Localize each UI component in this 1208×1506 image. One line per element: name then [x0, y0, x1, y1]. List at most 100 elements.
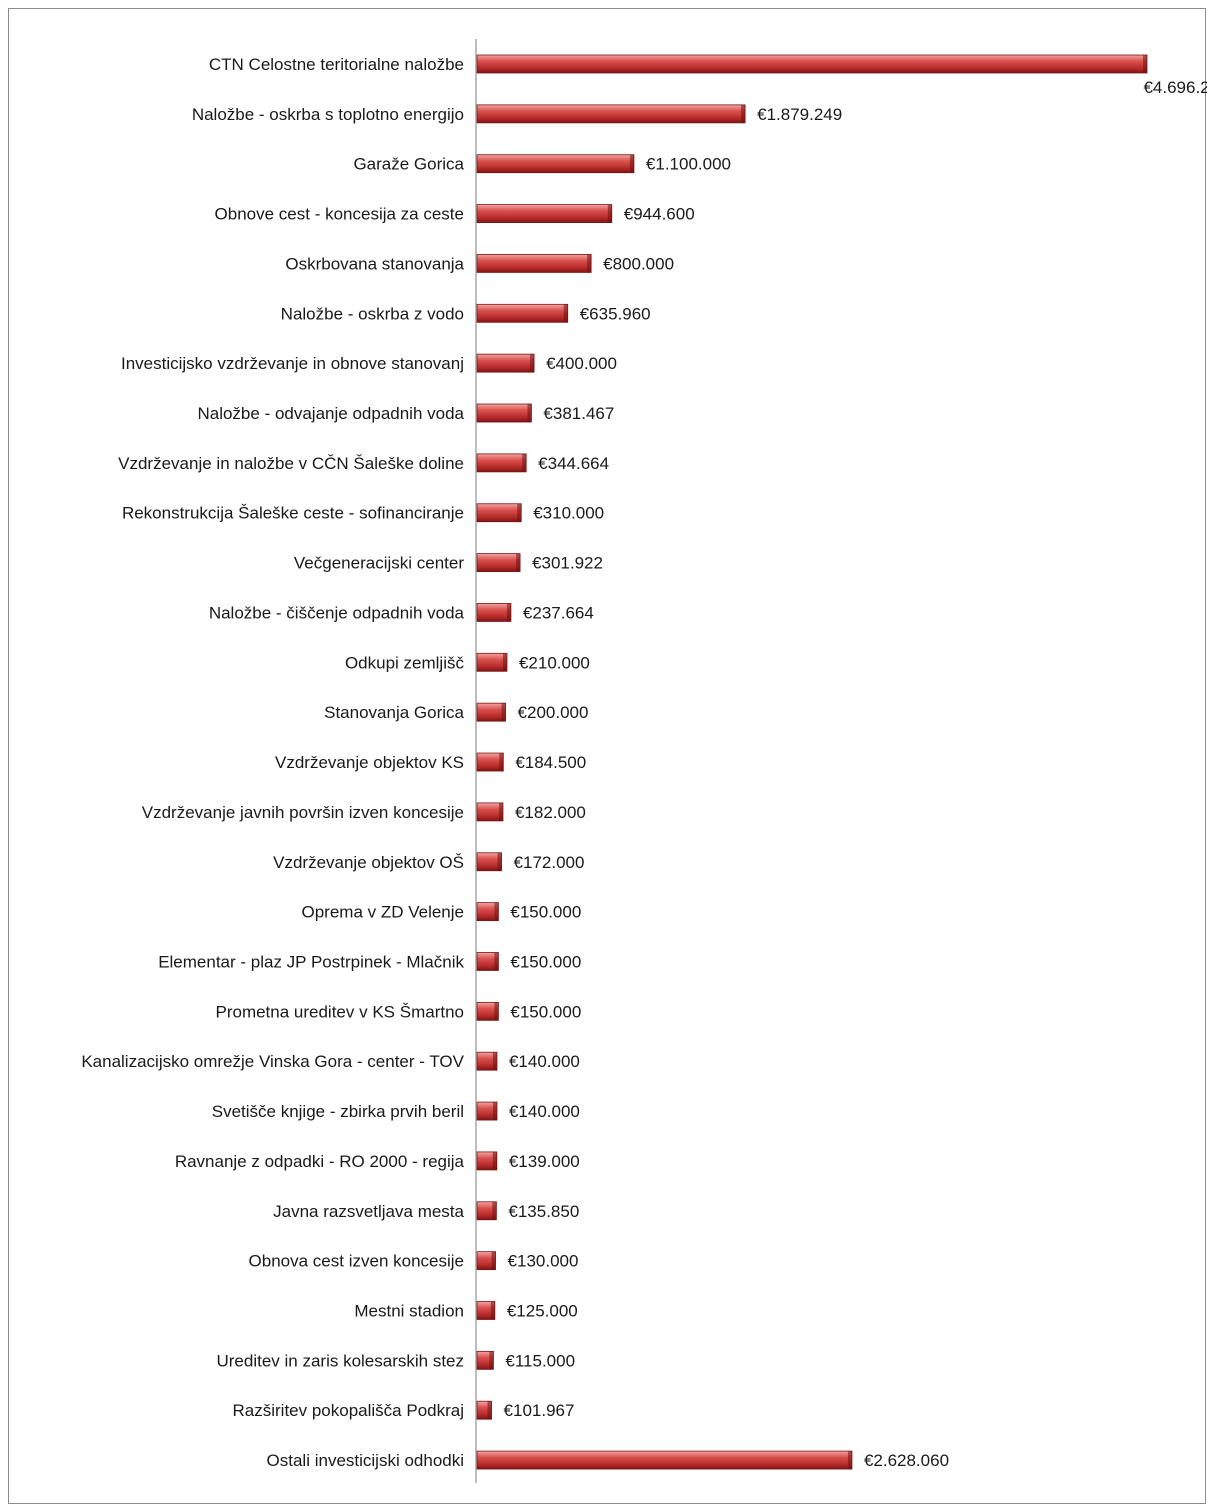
bar-edge	[517, 503, 522, 522]
chart-frame: CTN Celostne teritorialne naložbe €4.696.…	[8, 8, 1207, 1504]
category-label: Prometna ureditev v KS Šmartno	[215, 1002, 464, 1021]
value-label: €210.000	[519, 653, 590, 672]
category-label: Naložbe - čiščenje odpadnih voda	[209, 603, 465, 622]
bar-chart: CTN Celostne teritorialne naložbe €4.696.…	[81, 39, 1207, 1483]
bar-edge	[492, 1102, 497, 1121]
value-label: €135.850	[508, 1202, 579, 1221]
bar-edge	[1143, 55, 1147, 73]
bar	[476, 353, 535, 373]
value-label: €140.000	[509, 1102, 580, 1121]
category-label: Obnova cest izven koncesije	[249, 1252, 464, 1271]
bar-edge	[492, 1052, 497, 1071]
bar	[476, 303, 569, 323]
category-label: Stanovanja Gorica	[324, 703, 464, 722]
category-label: Garaže Gorica	[353, 155, 464, 174]
bar-edge	[607, 204, 612, 223]
bar-edge	[497, 852, 502, 871]
category-label: Javna razsvetljava mesta	[273, 1202, 464, 1221]
bar	[476, 1450, 853, 1470]
plot-area: CTN Celostne teritorialne naložbe €4.696.…	[81, 39, 1207, 1483]
value-label: €150.000	[510, 903, 581, 922]
bar-edge	[492, 1201, 497, 1220]
category-label: Ostali investicijski odhodki	[267, 1451, 464, 1470]
bar-edge	[489, 1351, 494, 1370]
bar	[476, 453, 527, 473]
bar	[476, 603, 512, 622]
category-label: Ravnanje z odpadki - RO 2000 - regija	[175, 1152, 465, 1171]
value-label: €400.000	[546, 354, 617, 373]
category-label: Odkupi zemljišč	[345, 653, 465, 672]
value-label: €139.000	[509, 1152, 580, 1171]
value-label: €800.000	[603, 254, 674, 273]
category-label: Vzdrževanje objektov OŠ	[273, 853, 464, 872]
value-label: €381.467	[543, 404, 614, 423]
bar-edge	[487, 1401, 492, 1420]
category-label: Razširitev pokopališča Podkraj	[233, 1401, 465, 1420]
bar-edge	[494, 1002, 499, 1021]
bar	[476, 403, 532, 423]
bar	[476, 254, 592, 273]
value-label: €301.922	[532, 554, 603, 573]
bar-edge	[498, 802, 503, 821]
bar-edge	[530, 354, 535, 373]
value-label: €344.664	[538, 454, 609, 473]
category-label: Vzdrževanje objektov KS	[275, 753, 464, 772]
value-label: €237.664	[523, 603, 594, 622]
value-label: €101.967	[504, 1401, 575, 1420]
value-label: €140.000	[509, 1052, 580, 1071]
category-label: CTN Celostne teritorialne naložbe	[209, 55, 464, 74]
value-label: €1.100.000	[646, 155, 731, 174]
bar-edge	[527, 404, 532, 423]
value-label: €4.696.203	[1143, 78, 1207, 97]
bar-edge	[522, 453, 527, 472]
category-label: Kanalizacijsko omrežje Vinska Gora - cen…	[81, 1052, 464, 1071]
bar-edge	[490, 1301, 495, 1320]
category-label: Rekonstrukcija Šaleške ceste - sofinanci…	[122, 504, 464, 523]
value-label: €125.000	[507, 1302, 578, 1321]
category-label: Vzdrževanje in naložbe v CČN Šaleške dol…	[118, 454, 464, 473]
category-label: Svetišče knjige - zbirka prvih beril	[212, 1102, 464, 1121]
bar-edge	[501, 703, 506, 722]
value-label: €944.600	[624, 205, 695, 224]
bar	[476, 503, 522, 523]
bar-edge	[506, 603, 511, 622]
value-label: €635.960	[580, 304, 651, 323]
category-label: Investicijsko vzdrževanje in obnove stan…	[121, 354, 464, 373]
category-label: Vzdrževanje javnih površin izven koncesi…	[142, 803, 464, 822]
bar-edge	[563, 304, 568, 323]
bar-edge	[499, 753, 504, 772]
category-label: Naložbe - oskrba s toplotno energijo	[192, 105, 464, 124]
category-label: Ureditev in zaris kolesarskih stez	[216, 1351, 464, 1370]
bar	[476, 154, 635, 174]
bar-edge	[629, 154, 634, 173]
bar	[476, 204, 613, 223]
bar-edge	[847, 1451, 852, 1470]
value-label: €2.628.060	[864, 1451, 949, 1470]
bar-edge	[587, 254, 592, 273]
value-label: €115.000	[505, 1351, 575, 1370]
value-label: €184.500	[515, 753, 586, 772]
category-label: Naložbe - oskrba z vodo	[281, 304, 464, 323]
value-label: €182.000	[515, 803, 586, 822]
value-label: €172.000	[514, 853, 585, 872]
bar-edge	[516, 553, 521, 572]
bar-edge	[492, 1151, 497, 1170]
bar-edge	[491, 1251, 496, 1270]
bar-edge	[741, 104, 746, 123]
category-label: Mestni stadion	[354, 1302, 464, 1321]
category-label: Elementar - plaz JP Postrpinek - Mlačnik	[158, 952, 464, 971]
value-label: €310.000	[533, 504, 604, 523]
category-label: Večgeneracijski center	[294, 554, 464, 573]
category-label: Naložbe - odvajanje odpadnih voda	[197, 404, 464, 423]
category-label: Oprema v ZD Velenje	[301, 903, 464, 922]
bar-edge	[494, 902, 499, 921]
value-label: €1.879.249	[757, 105, 842, 124]
value-label: €130.000	[508, 1252, 579, 1271]
bar	[476, 702, 506, 722]
bar	[476, 553, 521, 572]
bar	[476, 652, 508, 672]
bar-edge	[494, 952, 499, 971]
category-label: Oskrbovana stanovanja	[285, 254, 464, 273]
value-label: €150.000	[510, 1002, 581, 1021]
bar-edge	[502, 653, 507, 672]
